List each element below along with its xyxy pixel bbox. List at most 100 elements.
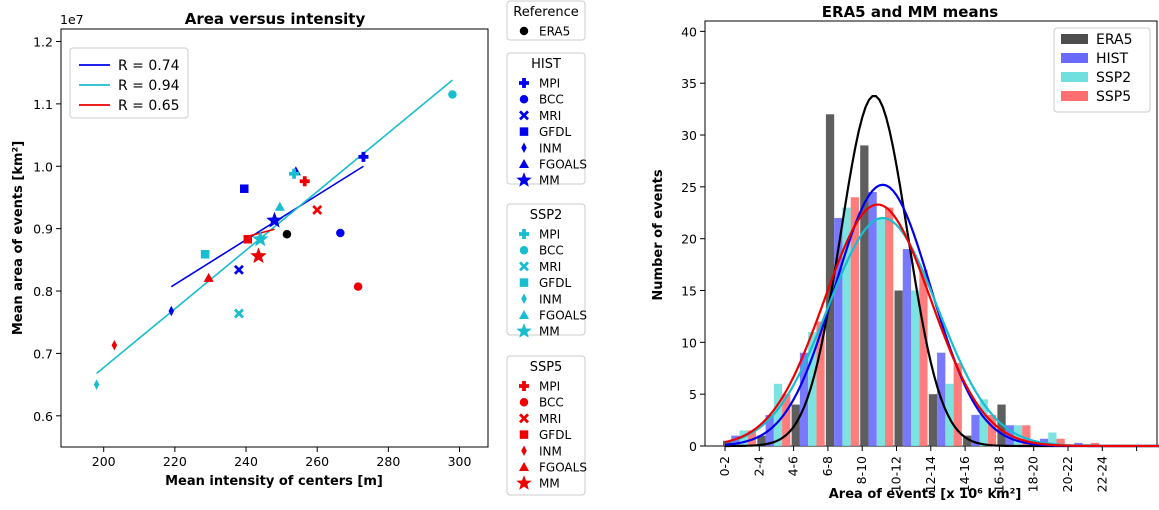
histogram-title: ERA5 and MM means [822, 3, 999, 21]
legend-marker-star [516, 323, 532, 338]
legend-marker-x [519, 261, 529, 272]
legend-swatch-ssp5 [1061, 91, 1088, 101]
marker-legends: Reference ERA5 HIST MPI BCC MRI GFDL INM FGOALS M… [506, 0, 587, 496]
bar-hist [868, 192, 877, 446]
r-legend: R = 0.74 R = 0.94 R = 0.65 [79, 58, 180, 114]
legend-marker-plus [519, 229, 529, 240]
bar-hist [799, 352, 809, 446]
legend-marker-plus [519, 381, 529, 391]
legend-label: FGOALS [539, 309, 587, 323]
legend-label: MM [539, 477, 560, 491]
bar-era5 [723, 440, 732, 446]
legend-title-reference: Reference [513, 5, 578, 20]
legend-label: ERA5 [539, 25, 570, 39]
legend-swatch-era5 [1061, 34, 1088, 44]
bar-ssp2 [876, 217, 885, 446]
y-tick-label: 1.0 [33, 159, 53, 174]
point-ssp2-bcc [448, 90, 457, 99]
legend-title-ssp2: SSP2 [530, 208, 563, 223]
scatter-x-ticks: 200 220 240 260 280 300 [92, 447, 472, 469]
x-tick-label: 200 [92, 454, 116, 469]
legend-box-ssp5 [506, 355, 586, 496]
legend-marker-triangle [519, 159, 529, 168]
x-tick-label: 240 [234, 454, 258, 469]
legend-label: BCC [539, 396, 564, 410]
point-ssp5-fgoals [203, 272, 214, 282]
bar-ssp5 [747, 430, 757, 446]
point-ssp2-gfdl [200, 249, 210, 259]
x-tick-label: 16-18 [991, 456, 1006, 492]
bar-ssp2 [945, 383, 954, 446]
bar-ssp5 [1090, 442, 1100, 446]
bar-ssp5 [987, 414, 997, 446]
point-ssp5-mm [250, 247, 267, 264]
y-tick-label: 15 [681, 284, 697, 299]
x-tick-label: 14-16 [957, 456, 972, 492]
legend-label-hist: HIST [1096, 51, 1129, 67]
fit-line [96, 79, 453, 374]
legend-label: MPI [539, 228, 560, 242]
x-tick-label: 6-8 [820, 456, 835, 476]
legend-box-ssp2 [506, 203, 586, 336]
point-hist-mpi [358, 151, 369, 162]
scatter-points [93, 90, 457, 390]
x-tick-label: 4-6 [786, 456, 801, 476]
x-tick-label: 260 [305, 454, 329, 469]
y-tick-label: 0 [689, 439, 697, 454]
histogram-bars [723, 114, 1134, 446]
legend-marker-thin_diamond [521, 293, 527, 305]
legend-label: INM [539, 444, 562, 458]
x-tick-label: 300 [448, 454, 472, 469]
scatter-y-label: Mean area of events [km²] [11, 141, 26, 335]
histogram-x-label: Area of events [x 10⁶ km²] [829, 487, 1022, 502]
legend-marker-square [519, 278, 529, 287]
histogram-y-ticks: 0 5 10 15 20 25 30 35 40 [681, 24, 705, 454]
bar-hist [971, 414, 980, 446]
y-tick-label: 25 [681, 180, 697, 195]
point-era5-era5 [282, 230, 292, 239]
scatter-x-label: Mean intensity of centers [m] [165, 474, 383, 489]
legend-title-hist: HIST [531, 57, 561, 72]
scatter-fit-lines [96, 79, 453, 374]
r-legend-label: R = 0.74 [118, 58, 180, 74]
point-ssp5-gfdl [243, 234, 253, 244]
bar-era5 [757, 435, 766, 446]
y-tick-label: 0.9 [33, 222, 53, 237]
y-offset-label: 1e7 [60, 12, 84, 27]
legend-label: GFDL [539, 428, 571, 442]
legend-marker-plus [519, 78, 529, 88]
legend-swatch-ssp2 [1061, 72, 1088, 82]
x-tick-label: 280 [376, 454, 400, 469]
legend-marker-triangle [519, 462, 529, 471]
bar-ssp2 [911, 290, 920, 446]
legend-label: GFDL [539, 276, 571, 290]
bar-ssp2 [808, 331, 817, 446]
legend-swatch-hist [1061, 53, 1088, 63]
point-ssp2-fgoals [274, 201, 285, 211]
bar-ssp2 [979, 399, 988, 446]
scatter-plot-frame [60, 28, 489, 448]
y-tick-label: 0.8 [33, 284, 53, 299]
bar-ssp5 [1056, 438, 1065, 446]
histogram-legend: ERA5 HIST SSP2 SSP5 [1061, 32, 1133, 105]
histogram-gaussian-fits [724, 94, 1159, 448]
bar-ssp5 [885, 207, 894, 446]
x-tick-label: 18-20 [1026, 456, 1041, 492]
legend-marker-circle [519, 26, 529, 36]
point-ssp5-inm [111, 340, 118, 351]
legend-label: MRI [539, 412, 561, 426]
legend-marker-triangle [519, 310, 529, 319]
bar-ssp5 [782, 394, 791, 446]
point-ssp2-inm [93, 379, 100, 390]
bar-ssp5 [850, 197, 859, 446]
bar-ssp5 [816, 321, 825, 446]
r-legend-label: R = 0.94 [118, 78, 180, 94]
legend-marker-circle [519, 245, 529, 255]
bar-ssp2 [773, 383, 783, 446]
legend-marker-star [516, 172, 532, 187]
point-hist-gfdl [240, 184, 249, 193]
legend-label-ssp5: SSP5 [1096, 89, 1131, 105]
legend-label: INM [539, 141, 562, 155]
bar-ssp5 [1022, 425, 1031, 446]
